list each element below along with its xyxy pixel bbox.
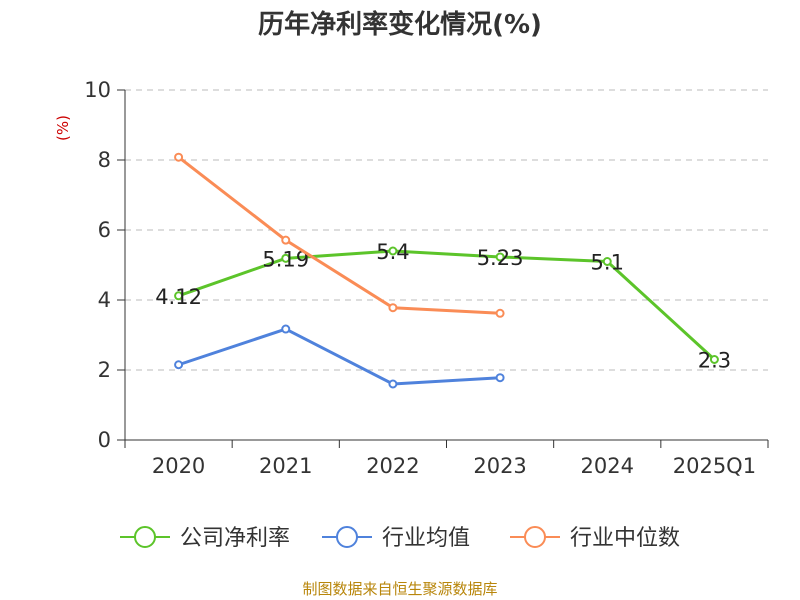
data-point bbox=[281, 324, 291, 334]
data-label: 2.3 bbox=[698, 349, 731, 373]
chart-title: 历年净利率变化情况(%) bbox=[258, 10, 542, 40]
source-note: 制图数据来自恒生聚源数据库 bbox=[302, 580, 498, 598]
x-tick-label: 2023 bbox=[473, 454, 526, 478]
y-tick-label: 2 bbox=[98, 358, 111, 382]
data-point bbox=[174, 360, 184, 370]
x-tick-label: 2024 bbox=[581, 454, 634, 478]
data-point bbox=[388, 379, 398, 389]
data-point bbox=[281, 235, 291, 245]
data-point bbox=[495, 308, 505, 318]
data-label: 4.12 bbox=[155, 285, 202, 309]
data-point bbox=[388, 303, 398, 313]
legend-swatch-marker bbox=[336, 526, 358, 548]
y-tick-label: 6 bbox=[98, 218, 111, 242]
data-point bbox=[174, 291, 184, 301]
data-label: 5.4 bbox=[376, 240, 409, 264]
series-line-1 bbox=[178, 327, 501, 386]
data-point bbox=[281, 253, 291, 263]
data-label: 5.23 bbox=[477, 246, 524, 270]
y-axis-label: (%) bbox=[54, 115, 72, 141]
series-line-2 bbox=[177, 156, 501, 315]
series-line-0 bbox=[178, 249, 716, 361]
legend-label: 行业均值 bbox=[382, 526, 470, 551]
x-tick-label: 2021 bbox=[259, 454, 312, 478]
y-tick-label: 4 bbox=[98, 288, 111, 312]
data-point bbox=[388, 246, 398, 256]
legend-swatch-marker bbox=[134, 526, 156, 548]
y-tick-label: 10 bbox=[84, 78, 111, 102]
y-tick-label: 8 bbox=[98, 148, 111, 172]
legend-label: 行业中位数 bbox=[570, 526, 680, 551]
x-tick-label: 2022 bbox=[366, 454, 419, 478]
legend-swatch-marker bbox=[524, 526, 546, 548]
x-tick-label: 2020 bbox=[152, 454, 205, 478]
data-point bbox=[495, 252, 505, 262]
legend-label: 公司净利率 bbox=[180, 526, 290, 551]
data-point bbox=[495, 373, 505, 383]
data-point bbox=[602, 257, 612, 266]
x-tick-label: 2025Q1 bbox=[673, 454, 756, 478]
data-label: 5.1 bbox=[591, 251, 624, 275]
y-tick-label: 0 bbox=[98, 428, 111, 452]
data-point bbox=[174, 152, 184, 162]
data-point bbox=[709, 355, 719, 364]
